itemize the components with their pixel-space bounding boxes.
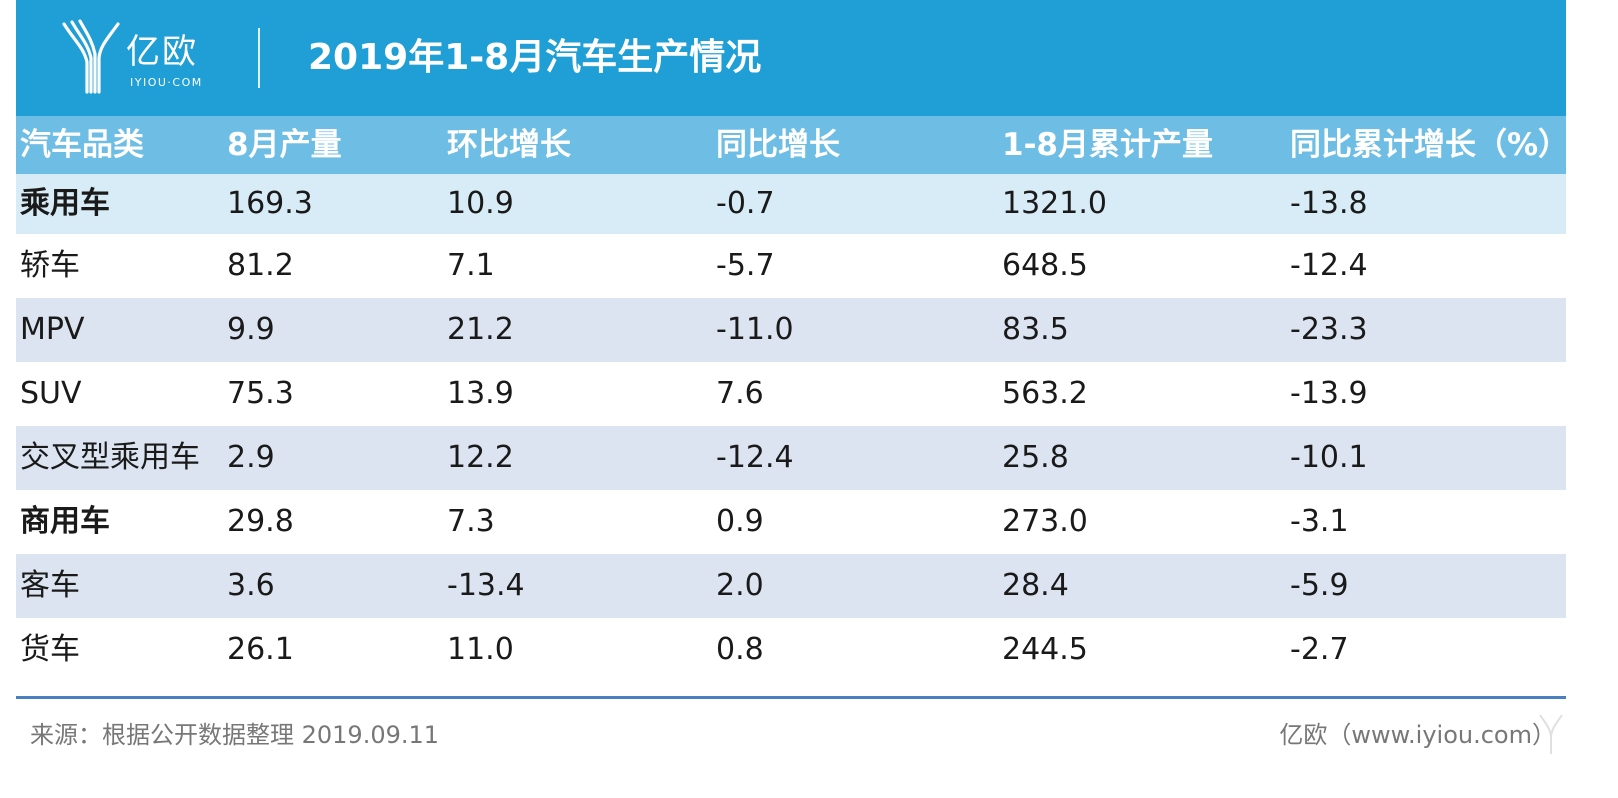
- cell-mom-growth: -13.4: [447, 568, 525, 603]
- cell-ytd-yoy-growth: -3.1: [1290, 504, 1349, 539]
- cell-ytd-yoy-growth: -23.3: [1290, 312, 1368, 347]
- column-header-ytd-output: 1-8月累计产量: [1002, 126, 1214, 163]
- cell-mom-growth: 13.9: [447, 376, 514, 411]
- bottom-rule: [16, 696, 1566, 699]
- cell-ytd-output: 25.8: [1002, 440, 1069, 475]
- cell-ytd-output: 563.2: [1002, 376, 1088, 411]
- cell-ytd-yoy-growth: -5.9: [1290, 568, 1349, 603]
- table-body: 乘用车 169.3 10.9 -0.7 1321.0 -13.8 轿车 81.2 7.1 -5.7…: [16, 174, 1566, 682]
- table-row: 轿车 81.2 7.1 -5.7 648.5 -12.4: [16, 234, 1566, 298]
- cell-ytd-output: 273.0: [1002, 504, 1088, 539]
- cell-category: 商用车: [20, 504, 110, 539]
- column-header-ytd-yoy-growth: 同比累计增长（%）: [1290, 126, 1570, 163]
- cell-yoy-growth: -11.0: [716, 312, 794, 347]
- iyiou-logo-icon: [62, 19, 120, 94]
- cell-ytd-yoy-growth: -13.8: [1290, 186, 1368, 221]
- cell-category: 乘用车: [20, 186, 110, 221]
- cell-mom-growth: 7.1: [447, 248, 495, 283]
- table-row: 货车 26.1 11.0 0.8 244.5 -2.7: [16, 618, 1566, 682]
- cell-ytd-output: 244.5: [1002, 632, 1088, 667]
- cell-ytd-output: 28.4: [1002, 568, 1069, 603]
- brand-domain: IYIOU·COM: [130, 76, 203, 89]
- cell-aug-output: 3.6: [227, 568, 275, 603]
- table-row: 交叉型乘用车 2.9 12.2 -12.4 25.8 -10.1: [16, 426, 1566, 490]
- table-header-row: 汽车品类 8月产量 环比增长 同比增长 1-8月累计产量 同比累计增长（%）: [16, 116, 1570, 174]
- cell-yoy-growth: -5.7: [716, 248, 775, 283]
- table-row: SUV 75.3 13.9 7.6 563.2 -13.9: [16, 362, 1566, 426]
- cell-mom-growth: 7.3: [447, 504, 495, 539]
- cell-aug-output: 9.9: [227, 312, 275, 347]
- cell-category: 轿车: [20, 248, 80, 283]
- cell-mom-growth: 11.0: [447, 632, 514, 667]
- column-header-category: 汽车品类: [20, 126, 144, 163]
- cell-aug-output: 81.2: [227, 248, 294, 283]
- cell-category: 客车: [20, 568, 80, 603]
- cell-yoy-growth: 2.0: [716, 568, 764, 603]
- cell-mom-growth: 12.2: [447, 440, 514, 475]
- banner-divider: [258, 28, 260, 88]
- cell-aug-output: 29.8: [227, 504, 294, 539]
- cell-yoy-growth: 0.9: [716, 504, 764, 539]
- table-row: 商用车 29.8 7.3 0.9 273.0 -3.1: [16, 490, 1566, 554]
- column-header-mom-growth: 环比增长: [447, 126, 571, 163]
- source-note: 来源：根据公开数据整理 2019.09.11: [30, 721, 440, 749]
- cell-aug-output: 169.3: [227, 186, 313, 221]
- cell-mom-growth: 10.9: [447, 186, 514, 221]
- cell-aug-output: 75.3: [227, 376, 294, 411]
- cell-yoy-growth: -0.7: [716, 186, 775, 221]
- cell-category: MPV: [20, 312, 85, 347]
- cell-ytd-yoy-growth: -2.7: [1290, 632, 1349, 667]
- cell-ytd-output: 1321.0: [1002, 186, 1107, 221]
- watermark-logo-icon: [1539, 714, 1563, 754]
- brand-name: 亿欧: [126, 32, 198, 72]
- credit-note: 亿欧（www.iyiou.com）: [1279, 721, 1556, 749]
- column-header-aug-output: 8月产量: [227, 126, 342, 163]
- infographic-frame: 亿欧 IYIOU·COM 2019年1-8月汽车生产情况 汽车品类 8月产量 环…: [16, 0, 1570, 798]
- brand-logo: 亿欧 IYIOU·COM: [60, 18, 220, 98]
- table-row: 客车 3.6 -13.4 2.0 28.4 -5.9: [16, 554, 1566, 618]
- chart-title: 2019年1-8月汽车生产情况: [308, 37, 762, 78]
- cell-ytd-output: 83.5: [1002, 312, 1069, 347]
- cell-aug-output: 26.1: [227, 632, 294, 667]
- cell-ytd-yoy-growth: -12.4: [1290, 248, 1368, 283]
- production-table: 汽车品类 8月产量 环比增长 同比增长 1-8月累计产量 同比累计增长（%） 乘…: [16, 116, 1570, 682]
- title-banner: 亿欧 IYIOU·COM 2019年1-8月汽车生产情况: [16, 0, 1566, 116]
- table-row: 乘用车 169.3 10.9 -0.7 1321.0 -13.8: [16, 174, 1566, 234]
- cell-yoy-growth: 0.8: [716, 632, 764, 667]
- cell-yoy-growth: 7.6: [716, 376, 764, 411]
- cell-ytd-yoy-growth: -13.9: [1290, 376, 1368, 411]
- cell-aug-output: 2.9: [227, 440, 275, 475]
- cell-ytd-output: 648.5: [1002, 248, 1088, 283]
- column-header-yoy-growth: 同比增长: [716, 126, 840, 163]
- cell-mom-growth: 21.2: [447, 312, 514, 347]
- cell-yoy-growth: -12.4: [716, 440, 794, 475]
- cell-category: SUV: [20, 376, 82, 411]
- table-row: MPV 9.9 21.2 -11.0 83.5 -23.3: [16, 298, 1566, 362]
- cell-category: 交叉型乘用车: [20, 440, 200, 475]
- cell-ytd-yoy-growth: -10.1: [1290, 440, 1368, 475]
- cell-category: 货车: [20, 632, 80, 667]
